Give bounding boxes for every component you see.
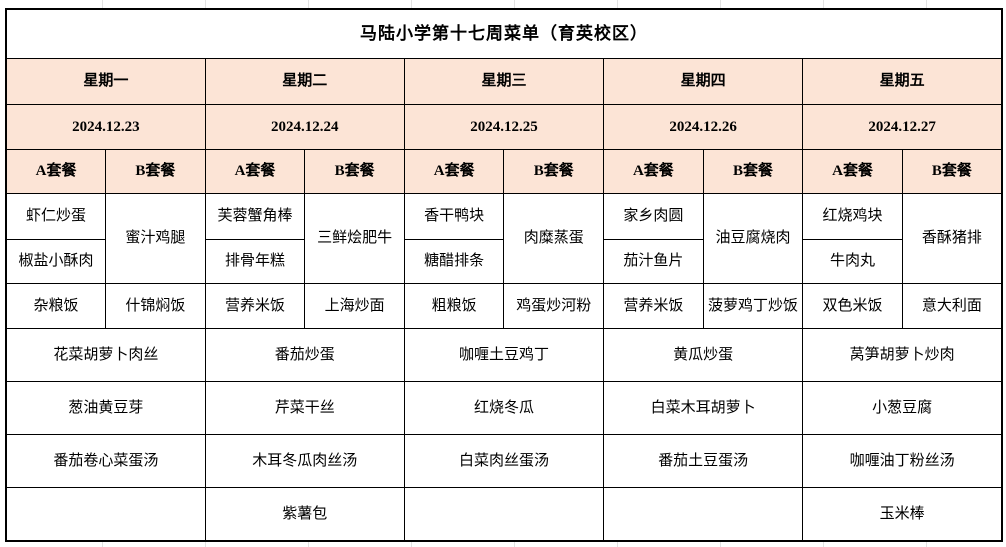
day-header-thursday: 星期四	[603, 57, 804, 105]
extra-mon	[5, 486, 206, 542]
dish-tue-a1: 芙蓉蟹角棒	[204, 192, 306, 240]
extra-tue: 紫薯包	[204, 486, 405, 542]
veg1-wed: 咖喱土豆鸡丁	[403, 327, 605, 382]
dish-fri-a2: 牛肉丸	[802, 238, 903, 284]
dish-mon-a1: 虾仁炒蛋	[5, 192, 107, 240]
veg2-tue: 芹菜干丝	[204, 380, 405, 435]
dish-thu-b-main: 油豆腐烧肉	[702, 192, 804, 284]
staple-tue-b: 上海炒面	[304, 282, 405, 329]
soup-tue: 木耳冬瓜肉丝汤	[204, 433, 405, 488]
veg1-tue: 番茄炒蛋	[204, 327, 405, 382]
background-gridlines-top	[0, 0, 1006, 8]
soup-wed: 白菜肉丝蛋汤	[403, 433, 605, 488]
veg1-mon: 花菜胡萝卜肉丝	[5, 327, 206, 382]
date-tuesday: 2024.12.24	[204, 103, 405, 150]
veg1-fri: 莴笋胡萝卜炒肉	[802, 327, 1003, 382]
dish-fri-b-main: 香酥猪排	[901, 192, 1003, 284]
veg2-mon: 葱油黄豆芽	[5, 380, 206, 435]
staple-fri-b: 意大利面	[901, 282, 1003, 329]
date-thursday: 2024.12.26	[603, 103, 804, 150]
set-label-mon-a: A套餐	[5, 148, 107, 194]
set-label-fri-a: A套餐	[802, 148, 903, 194]
staple-tue-a: 营养米饭	[204, 282, 306, 329]
veg2-fri: 小葱豆腐	[802, 380, 1003, 435]
day-header-monday: 星期一	[5, 57, 206, 105]
extra-thu	[603, 486, 804, 542]
staple-wed-b: 鸡蛋炒河粉	[503, 282, 605, 329]
set-label-fri-b: B套餐	[901, 148, 1003, 194]
set-label-thu-a: A套餐	[603, 148, 704, 194]
staple-mon-b: 什锦焖饭	[105, 282, 206, 329]
date-wednesday: 2024.12.25	[403, 103, 605, 150]
dish-mon-a2: 椒盐小酥肉	[5, 238, 107, 284]
extra-fri: 玉米棒	[802, 486, 1003, 542]
day-header-friday: 星期五	[802, 57, 1003, 105]
veg1-thu: 黄瓜炒蛋	[603, 327, 804, 382]
set-label-tue-a: A套餐	[204, 148, 306, 194]
staple-thu-b: 菠萝鸡丁炒饭	[702, 282, 804, 329]
veg2-thu: 白菜木耳胡萝卜	[603, 380, 804, 435]
soup-fri: 咖喱油丁粉丝汤	[802, 433, 1003, 488]
date-monday: 2024.12.23	[5, 103, 206, 150]
day-header-tuesday: 星期二	[204, 57, 405, 105]
date-friday: 2024.12.27	[802, 103, 1003, 150]
set-label-tue-b: B套餐	[304, 148, 405, 194]
dish-wed-b-main: 肉糜蒸蛋	[503, 192, 605, 284]
set-label-wed-a: A套餐	[403, 148, 505, 194]
dish-mon-b-main: 蜜汁鸡腿	[105, 192, 206, 284]
dish-tue-b-main: 三鲜烩肥牛	[304, 192, 405, 284]
weekly-menu-table: 马陆小学第十七周菜单（育英校区） 星期一 星期二 星期三 星期四 星期五 202…	[5, 8, 1004, 542]
dish-tue-a2: 排骨年糕	[204, 238, 306, 284]
dish-wed-a2: 糖醋排条	[403, 238, 505, 284]
dish-wed-a1: 香干鸭块	[403, 192, 505, 240]
menu-title: 马陆小学第十七周菜单（育英校区）	[5, 8, 1003, 59]
dish-thu-a1: 家乡肉圆	[603, 192, 704, 240]
day-header-wednesday: 星期三	[403, 57, 605, 105]
extra-wed	[403, 486, 605, 542]
background-gridlines-bottom	[0, 540, 1006, 547]
set-label-wed-b: B套餐	[503, 148, 605, 194]
set-label-mon-b: B套餐	[105, 148, 206, 194]
staple-thu-a: 营养米饭	[603, 282, 704, 329]
staple-fri-a: 双色米饭	[802, 282, 903, 329]
staple-wed-a: 粗粮饭	[403, 282, 505, 329]
soup-mon: 番茄卷心菜蛋汤	[5, 433, 206, 488]
soup-thu: 番茄土豆蛋汤	[603, 433, 804, 488]
dish-fri-a1: 红烧鸡块	[802, 192, 903, 240]
veg2-wed: 红烧冬瓜	[403, 380, 605, 435]
staple-mon-a: 杂粮饭	[5, 282, 107, 329]
set-label-thu-b: B套餐	[702, 148, 804, 194]
dish-thu-a2: 茄汁鱼片	[603, 238, 704, 284]
